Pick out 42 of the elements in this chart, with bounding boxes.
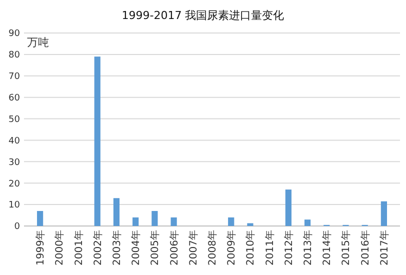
y-tick-label: 60	[8, 93, 20, 104]
x-tick-label: 2000年	[54, 230, 66, 266]
y-tick-label: 10	[8, 200, 20, 211]
chart-title: 1999-2017 我国尿素进口量变化	[122, 9, 284, 22]
x-tick-label: 2015年	[340, 230, 352, 266]
x-tick-label: 2014年	[321, 230, 334, 266]
y-tick-label: 0	[14, 222, 20, 232]
x-tick-label: 2012年	[282, 230, 295, 266]
bar	[285, 190, 292, 226]
x-tick-label: 2013年	[302, 230, 314, 266]
x-tick-label: 2005年	[149, 230, 162, 266]
bar	[247, 223, 254, 226]
bar	[36, 210, 44, 226]
y-axis-title: 万吨	[27, 36, 49, 49]
x-tick-label: 2010年	[244, 230, 257, 266]
x-tick-label: 2016年	[359, 230, 372, 266]
x-tick-label: 2009年	[226, 230, 238, 266]
bar	[113, 198, 120, 226]
bar	[94, 56, 100, 226]
y-tick-label: 80	[8, 50, 20, 61]
bar	[304, 220, 311, 226]
bar	[228, 217, 234, 226]
bar	[380, 201, 388, 226]
x-tick-label: 2003年	[110, 230, 123, 266]
bar	[152, 210, 158, 226]
bar	[170, 217, 177, 226]
x-tick-label: 2017年	[378, 230, 390, 266]
x-tick-label: 2011年	[264, 230, 276, 266]
x-tick-label: 2001年	[72, 230, 85, 266]
y-tick-label: 20	[8, 179, 20, 190]
x-tick-label: 2002年	[92, 230, 104, 266]
y-tick-label: 70	[8, 72, 20, 82]
y-tick-label: 90	[8, 29, 20, 40]
y-tick-label: 50	[8, 114, 20, 125]
x-tick-label: 1999年	[34, 230, 47, 266]
y-tick-label: 40	[8, 136, 20, 146]
x-tick-label: 2006年	[168, 230, 180, 266]
x-tick-label: 2008年	[206, 230, 218, 266]
x-tick-label: 2004年	[130, 230, 142, 266]
bar	[132, 217, 139, 226]
x-tick-label: 2007年	[187, 230, 200, 266]
y-tick-label: 30	[8, 158, 20, 168]
